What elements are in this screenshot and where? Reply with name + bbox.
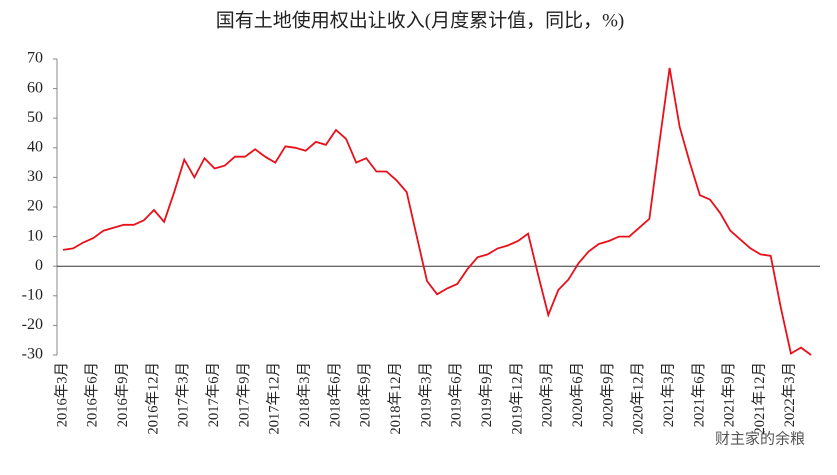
y-tick-label: 0	[35, 257, 43, 274]
y-tick-label: -20	[22, 316, 43, 333]
x-tick-label: 2018年12月	[387, 362, 404, 435]
x-tick-label: 2017年3月	[175, 362, 192, 427]
x-tick-label: 2017年12月	[266, 362, 283, 435]
y-tick-label: -10	[22, 286, 43, 303]
y-tick-label: 70	[27, 50, 43, 67]
x-tick-label: 2022年3月	[781, 362, 798, 427]
y-tick-label: 60	[27, 79, 43, 96]
x-tick-label: 2018年9月	[357, 362, 374, 427]
x-tick-label: 2020年3月	[539, 362, 556, 427]
x-tick-label: 2017年9月	[235, 362, 252, 427]
x-tick-label: 2020年6月	[569, 362, 586, 427]
x-tick-label: 2020年12月	[630, 362, 647, 435]
x-tick-label: 2019年3月	[417, 362, 434, 427]
y-tick-label: 30	[27, 168, 43, 185]
x-tick-label: 2016年9月	[114, 362, 131, 427]
x-tick-label: 2021年9月	[721, 362, 738, 427]
series-line	[62, 67, 812, 356]
x-tick-label: 2017年6月	[205, 362, 222, 427]
x-tick-label: 2019年6月	[448, 362, 465, 427]
x-tick-label: 2016年3月	[53, 362, 70, 427]
x-tick-label: 2019年12月	[508, 362, 525, 435]
x-tick-label: 2020年9月	[599, 362, 616, 427]
x-tick-label: 2016年12月	[144, 362, 161, 435]
y-tick-label: 10	[27, 227, 43, 244]
watermark: 财主家的余粮	[715, 429, 805, 447]
x-tick-label: 2018年6月	[326, 362, 343, 427]
x-tick-label: 2021年6月	[690, 362, 707, 427]
x-tick-label: 2019年9月	[478, 362, 495, 427]
y-tick-label: 20	[27, 198, 43, 215]
y-tick-label: 50	[27, 109, 43, 126]
y-tick-label: -30	[22, 346, 43, 363]
x-tick-label: 2016年6月	[84, 362, 101, 427]
x-tick-label: 2021年3月	[660, 362, 677, 427]
chart-title: 国有土地使用权出让收入(月度累计值，同比，%)	[216, 9, 624, 31]
x-tick-label: 2018年3月	[296, 362, 313, 427]
x-tick-label: 2021年12月	[751, 362, 768, 435]
y-tick-label: 40	[27, 138, 43, 155]
